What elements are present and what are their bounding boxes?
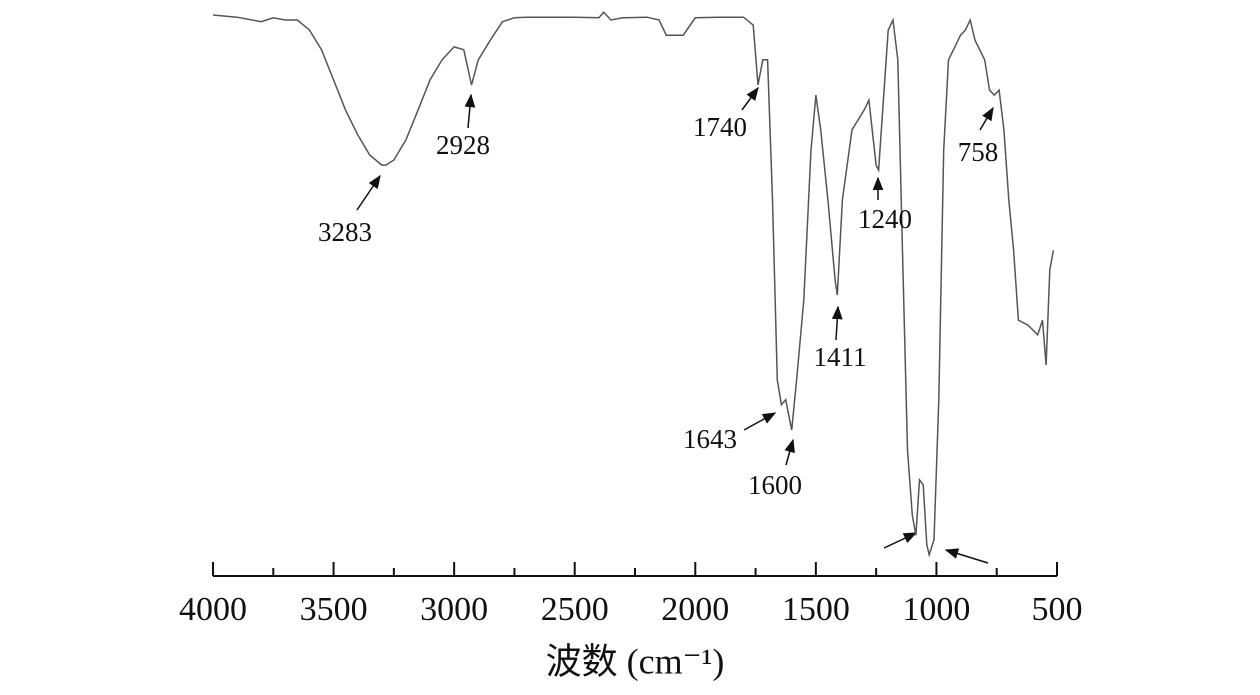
x-tick-label: 1000 — [902, 591, 970, 628]
peak-label: 1740 — [693, 112, 747, 142]
x-tick-label: 500 — [1032, 591, 1083, 628]
peak-arrow — [464, 93, 476, 129]
peak-label: 1411 — [814, 342, 867, 372]
x-tick-label: 3000 — [420, 591, 488, 628]
x-axis-title: 波数 (cm⁻¹) — [546, 641, 725, 681]
peak-label: 3283 — [318, 217, 372, 247]
peak-arrow — [741, 86, 759, 111]
x-tick-label: 1500 — [782, 591, 850, 628]
peak-label: 1240 — [858, 204, 912, 234]
spectrum-line — [212, 11, 1055, 558]
peak-label: 1643 — [683, 424, 737, 454]
arrow — [883, 532, 918, 549]
peak-arrow — [831, 305, 843, 341]
peak-label: 1600 — [748, 470, 802, 500]
x-tick-label: 2500 — [541, 591, 609, 628]
peak-arrow — [743, 412, 777, 431]
x-tick-label: 2000 — [661, 591, 729, 628]
arrow — [944, 548, 989, 564]
peak-arrow — [979, 106, 994, 131]
peak-label: 758 — [958, 137, 999, 167]
x-tick-label: 4000 — [179, 591, 247, 628]
x-tick-label: 3500 — [300, 591, 368, 628]
peak-arrow — [356, 174, 381, 211]
peak-arrow — [784, 438, 795, 466]
peak-label: 2928 — [436, 130, 490, 160]
